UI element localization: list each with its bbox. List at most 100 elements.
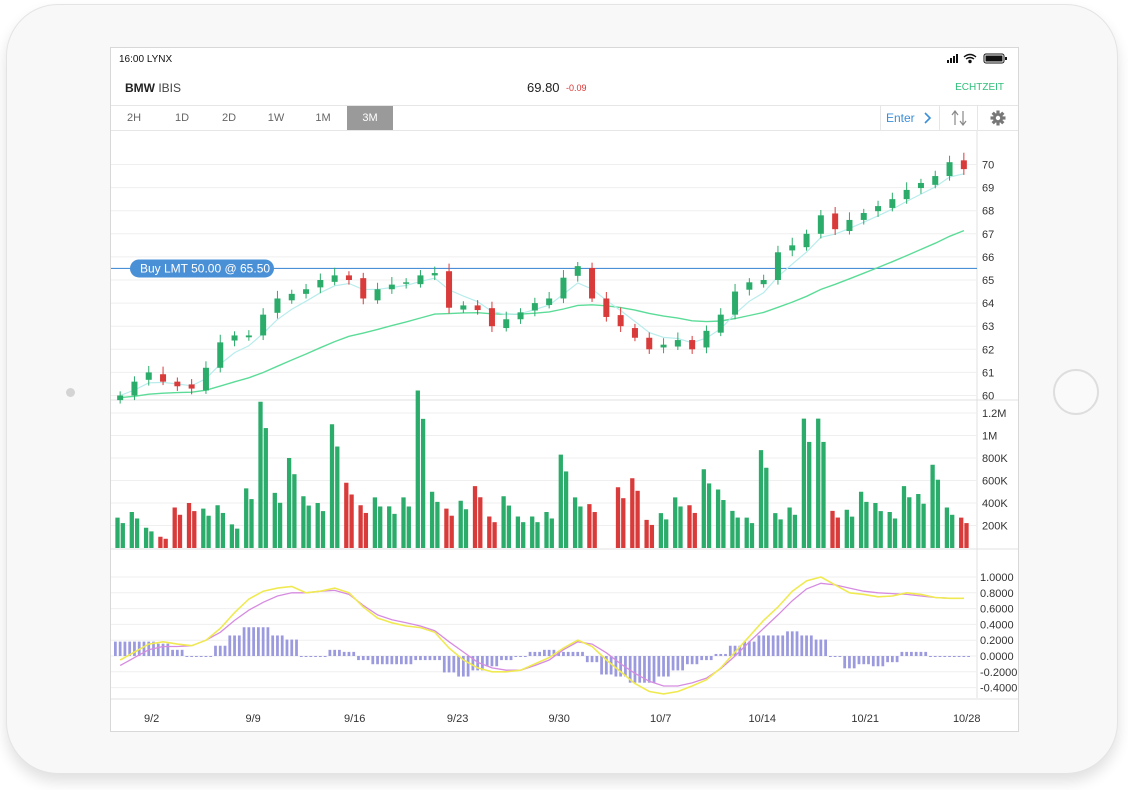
candle-body	[875, 206, 882, 212]
volume-bar	[435, 501, 440, 548]
price-tick-label: 63	[982, 321, 994, 333]
macd-histogram-bar	[428, 656, 432, 661]
macd-histogram-bar	[957, 656, 961, 657]
sort-button[interactable]	[939, 106, 978, 130]
macd-histogram-bar	[423, 656, 427, 661]
macd-histogram-bar	[843, 656, 847, 669]
macd-histogram-bar	[519, 656, 522, 657]
timeframe-2h[interactable]: 2H	[126, 112, 142, 124]
macd-histogram-bar	[709, 656, 713, 661]
chart-toolbar: 2H 1D 2D 1W 1M 3M Enter	[111, 106, 1018, 131]
macd-histogram-bar	[209, 656, 213, 657]
candle-body	[846, 219, 853, 232]
macd-histogram-bar	[676, 656, 680, 671]
volume-bar	[835, 517, 840, 548]
macd-histogram-bar	[318, 656, 322, 657]
volume-bar	[501, 496, 506, 548]
date-tick-label: 10/28	[953, 713, 981, 725]
macd-histogram-bar	[390, 656, 394, 665]
candle-body	[317, 280, 324, 288]
volume-bar	[487, 516, 492, 548]
timeframe-1w[interactable]: 1W	[267, 112, 285, 124]
timeframe-3m[interactable]: 3M	[347, 106, 393, 130]
timeframe-1d[interactable]: 1D	[174, 112, 190, 124]
macd-histogram-bar	[304, 656, 308, 657]
macd-histogram-bar	[142, 641, 146, 656]
candle-body	[617, 315, 624, 327]
volume-bar	[678, 506, 683, 548]
macd-histogram-bar	[881, 656, 885, 667]
candle-body	[774, 252, 781, 280]
symbol-name: BMW	[125, 81, 155, 95]
candle-body	[531, 303, 538, 311]
timeframe-1m[interactable]: 1M	[315, 112, 331, 124]
candle-body	[717, 314, 724, 333]
macd-histogram-bar	[919, 651, 923, 656]
macd-histogram-bar	[237, 635, 241, 656]
macd-histogram-bar	[867, 656, 870, 665]
macd-tick-label: 0.2000	[980, 635, 1014, 647]
candle-body	[345, 275, 352, 280]
volume-bar	[692, 512, 697, 548]
volume-bar	[858, 491, 864, 548]
date-tick-label: 10/21	[851, 713, 879, 725]
volume-bar	[792, 514, 798, 548]
macd-tick-label: 0.8000	[980, 588, 1014, 600]
volume-bar	[873, 503, 878, 548]
timeframe-2d[interactable]: 2D	[221, 112, 237, 124]
date-tick-label: 9/9	[245, 713, 260, 725]
candle-body	[174, 381, 181, 387]
volume-bar	[878, 511, 883, 548]
candle-body	[703, 330, 710, 348]
macd-histogram-bar	[795, 631, 799, 656]
macd-histogram-bar	[476, 656, 480, 671]
volume-bar	[816, 418, 821, 548]
macd-histogram-bar	[876, 656, 880, 667]
volume-bar	[649, 524, 655, 548]
volume-bar	[635, 490, 640, 548]
candle-body	[689, 340, 696, 350]
candle-body	[789, 245, 796, 251]
macd-histogram-bar	[404, 656, 408, 665]
volume-bar	[673, 497, 678, 548]
macd-tick-label: 0.4000	[980, 619, 1014, 631]
macd-histogram-bar	[790, 631, 794, 656]
macd-histogram-bar	[652, 656, 656, 683]
candle-body	[460, 305, 467, 310]
macd-histogram-bar	[566, 651, 570, 656]
volume-bar	[449, 515, 454, 548]
volume-bar	[615, 487, 621, 548]
macd-histogram-bar	[366, 656, 370, 661]
enter-button[interactable]: Enter	[880, 106, 938, 130]
instrument-symbol[interactable]: BMW IBIS	[125, 81, 181, 95]
macd-histogram-bar	[285, 639, 289, 656]
volume-bar	[515, 516, 521, 548]
macd-histogram-bar	[805, 635, 808, 656]
volume-bar	[721, 500, 726, 548]
volume-bar	[172, 507, 177, 548]
macd-histogram-bar	[276, 635, 279, 656]
volume-bar	[472, 486, 478, 548]
settings-button[interactable]	[977, 106, 1018, 130]
order-tag-label: Buy LMT 50.00 @ 65.50	[140, 261, 270, 275]
volume-tick-label: 600K	[982, 476, 1008, 488]
macd-histogram-bar	[924, 651, 928, 656]
candle-body	[403, 282, 410, 284]
macd-histogram-bar	[929, 656, 932, 657]
home-button[interactable]	[1053, 369, 1099, 415]
macd-histogram-bar	[161, 643, 165, 656]
realtime-label: ECHTZEIT	[955, 82, 1004, 93]
macd-histogram-bar	[833, 656, 837, 657]
macd-histogram-bar	[528, 651, 532, 656]
macd-histogram-bar	[185, 656, 189, 657]
volume-bar	[578, 506, 583, 548]
macd-histogram-bar	[643, 656, 646, 683]
macd-histogram-bar	[156, 643, 160, 656]
volume-bar	[306, 505, 311, 548]
sma-fast-line	[119, 173, 965, 397]
macd-histogram-bar	[328, 649, 332, 656]
macd-histogram-bar	[886, 656, 889, 663]
date-tick-label: 9/23	[447, 713, 468, 725]
chart-area[interactable]: 70 69 68 67 66 65 64 63 62 61 60 1.2M 1M 800K 600K 400K…	[111, 131, 1018, 732]
macd-histogram-bar	[719, 653, 723, 656]
